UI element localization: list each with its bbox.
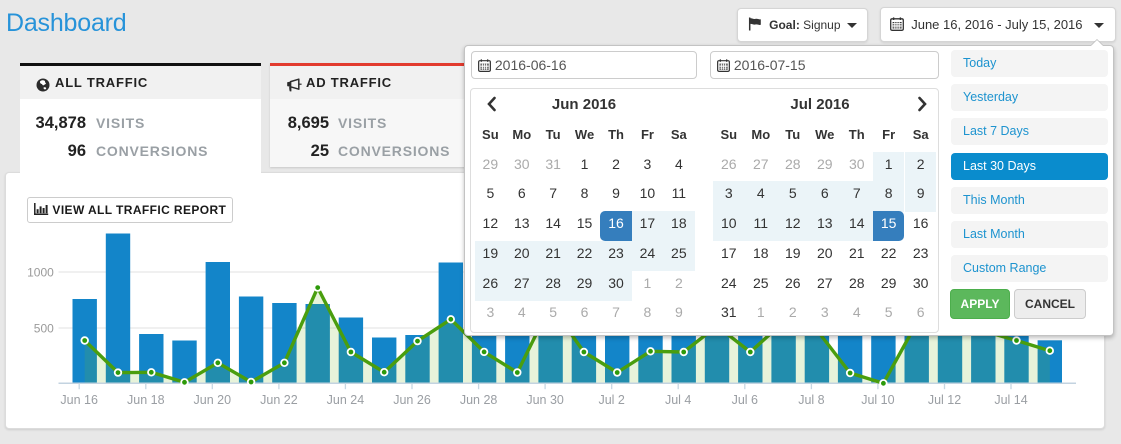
- svg-text:Jun 18: Jun 18: [127, 393, 165, 407]
- svg-text:Jul 14: Jul 14: [994, 393, 1027, 407]
- svg-text:Jul 12: Jul 12: [928, 393, 961, 407]
- svg-text:Jul 10: Jul 10: [861, 393, 894, 407]
- svg-text:Jun 30: Jun 30: [526, 393, 564, 407]
- svg-text:Jun 22: Jun 22: [260, 393, 298, 407]
- svg-text:Jul 8: Jul 8: [798, 393, 824, 407]
- svg-text:Jul 4: Jul 4: [665, 393, 691, 407]
- svg-text:Jun 16: Jun 16: [60, 393, 98, 407]
- svg-text:Jun 28: Jun 28: [460, 393, 498, 407]
- svg-text:1000: 1000: [27, 265, 54, 279]
- svg-text:Jun 26: Jun 26: [393, 393, 431, 407]
- svg-text:Jul 2: Jul 2: [598, 393, 624, 407]
- svg-text:500: 500: [34, 321, 54, 335]
- svg-text:Jun 20: Jun 20: [194, 393, 232, 407]
- svg-text:Jun 24: Jun 24: [327, 393, 365, 407]
- svg-text:Jul 6: Jul 6: [732, 393, 758, 407]
